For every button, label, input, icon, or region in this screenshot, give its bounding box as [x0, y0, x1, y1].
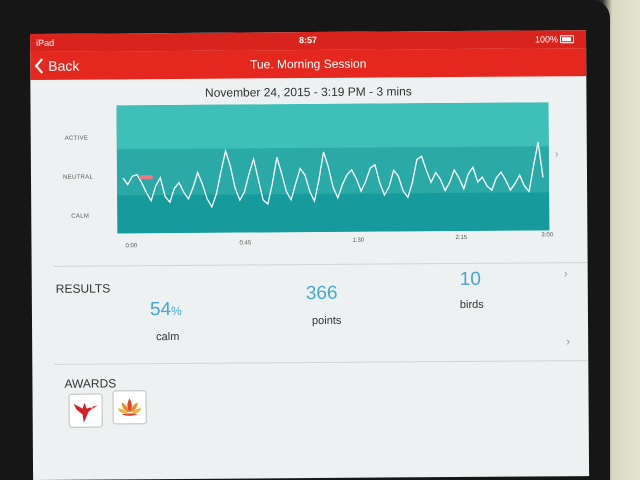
calm-unit: %	[171, 303, 182, 319]
results-title: RESULTS	[55, 281, 111, 296]
calm-value: 54%	[149, 299, 182, 321]
y-label-calm: CALM	[71, 213, 90, 220]
chevron-left-icon	[34, 58, 44, 74]
points-value: 366	[305, 282, 338, 305]
x-tick-2: 1:30	[352, 237, 365, 244]
navigation-bar: Back Tue. Morning Session	[30, 48, 587, 80]
chevron-right-icon[interactable]: ›	[554, 148, 559, 161]
hummingbird-icon	[73, 402, 98, 423]
x-tick-1: 0:45	[239, 240, 252, 247]
back-button[interactable]: Back	[34, 52, 79, 80]
status-time: 8:57	[298, 34, 318, 46]
session-date: November 24, 2015 - 3:19 PM - 3 mins	[204, 84, 412, 100]
chevron-right-icon[interactable]: ›	[566, 334, 571, 349]
divider	[54, 360, 589, 365]
lotus-icon	[117, 398, 142, 416]
x-tick-4: 3:00	[541, 232, 554, 239]
birds-label: birds	[459, 298, 484, 312]
battery-percent: 100%	[534, 34, 559, 45]
chevron-right-icon[interactable]: ›	[563, 266, 568, 281]
position-marker	[139, 175, 154, 180]
chart-series-line	[122, 142, 544, 209]
award-hummingbird-badge[interactable]	[68, 393, 103, 428]
y-label-active: ACTIVE	[64, 135, 89, 142]
birds-value: 10	[459, 268, 481, 291]
x-tick-0: 0:00	[125, 243, 138, 250]
y-label-neutral: NEUTRAL	[62, 174, 94, 181]
calm-label: calm	[156, 330, 180, 344]
awards-title: AWARDS	[64, 376, 117, 391]
x-tick-3: 2:15	[455, 234, 468, 242]
ipad-screen: iPad 8:57 100% Back Tue. Morning Session…	[30, 30, 590, 480]
page-title: Tue. Morning Session	[250, 56, 367, 72]
award-lotus-badge[interactable]	[112, 390, 147, 425]
divider	[53, 262, 588, 267]
points-label: points	[311, 314, 342, 328]
chart-plot	[122, 142, 544, 209]
battery-icon	[560, 35, 575, 44]
session-chart[interactable]	[116, 102, 550, 234]
